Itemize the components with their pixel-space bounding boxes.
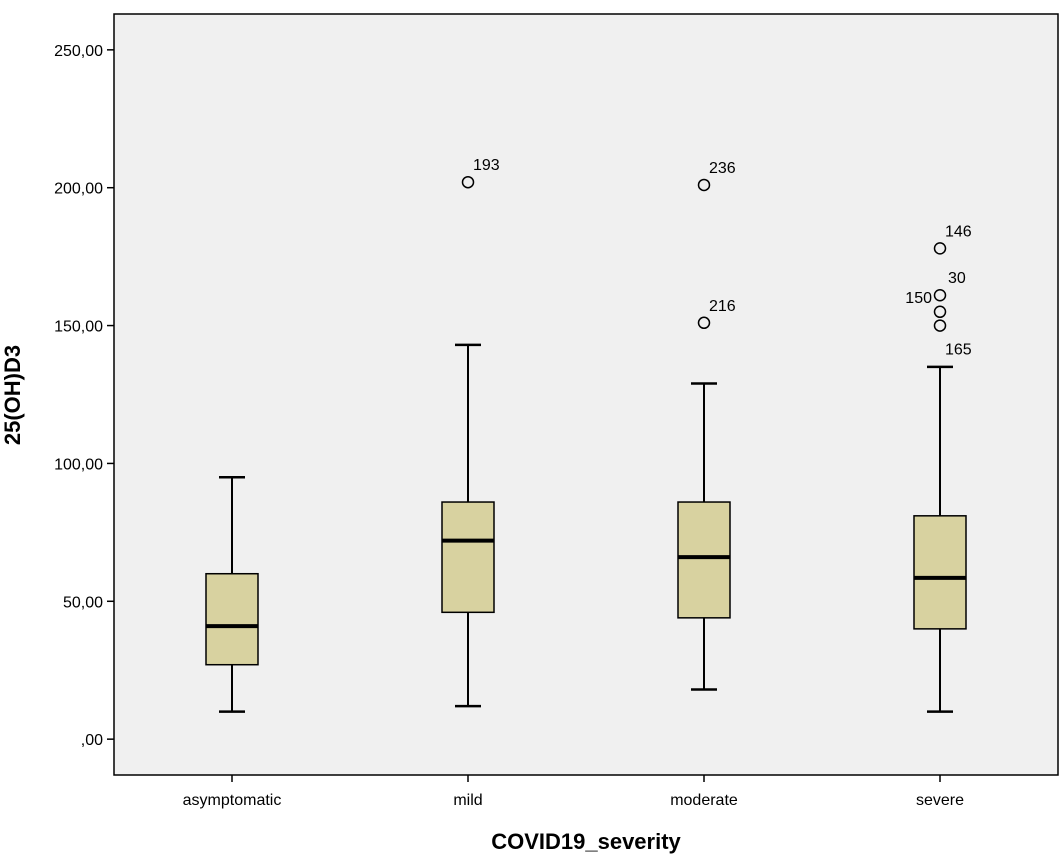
outlier-point: [697, 316, 711, 330]
iqr-box: [913, 515, 967, 630]
outlier-label: 216: [709, 298, 736, 315]
x-tick-label: moderate: [670, 792, 738, 809]
box-asymptomatic: [205, 475, 259, 713]
box-moderate: 216 236: [677, 160, 736, 691]
x-tick-label: asymptomatic: [183, 792, 282, 809]
outlier-point: [933, 242, 947, 255]
outlier-label: 236: [709, 160, 736, 177]
x-axis: asymptomatic mild moderate severe: [183, 775, 964, 809]
x-tick-label: severe: [916, 792, 964, 809]
x-tick-label: mild: [453, 792, 482, 809]
outlier-label: 193: [473, 157, 500, 174]
y-axis-title: 25(OH)D3: [0, 345, 25, 445]
outlier-point: [933, 319, 947, 332]
y-tick-label: 150,00: [54, 319, 103, 336]
x-axis-title: COVID19_severity: [491, 829, 681, 854]
y-tick-label: 250,00: [54, 43, 103, 60]
outlier-label: 30: [948, 270, 966, 287]
box-severe: 146 30 150 165: [905, 223, 972, 713]
iqr-box: [677, 501, 731, 619]
iqr-box: [205, 572, 259, 666]
outlier-label: 146: [945, 223, 972, 240]
outlier-point: [933, 305, 947, 319]
outlier-label: 165: [945, 342, 972, 359]
outlier-label: 150: [905, 290, 932, 307]
y-tick-label: 100,00: [54, 456, 103, 473]
y-tick-label: 200,00: [54, 181, 103, 198]
box-mild: 193: [441, 157, 500, 708]
y-tick-label: ,00: [81, 732, 103, 749]
y-tick-label: 50,00: [63, 594, 103, 611]
outlier-point: [933, 288, 947, 302]
outlier-point: [697, 178, 711, 192]
boxes: 193 216 236 146 30 150 165: [205, 157, 972, 713]
y-axis: ,00 50,00 100,00 150,00 200,00 250,00: [54, 43, 114, 749]
plot-area: [113, 13, 1059, 776]
outlier-point: [461, 175, 475, 189]
iqr-box: [441, 501, 495, 614]
